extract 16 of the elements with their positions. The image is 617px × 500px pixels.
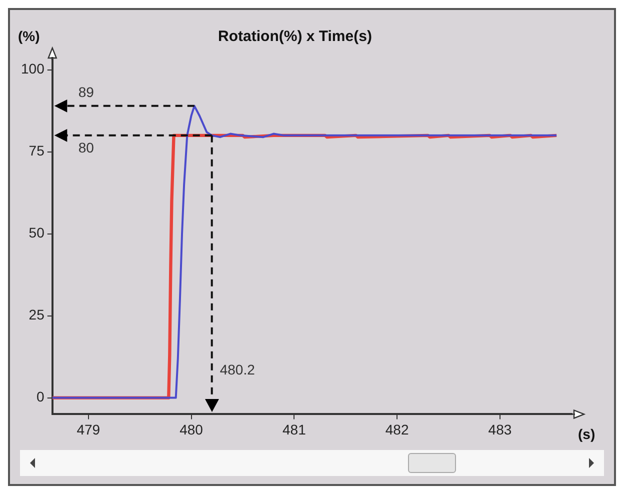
annotation: 89 — [78, 84, 94, 100]
y-tick-label: 100 — [21, 60, 45, 77]
y-tick-label: 75 — [28, 142, 45, 159]
x-tick-label: 482 — [385, 421, 409, 438]
chart-title: Rotation(%) x Time(s) — [218, 28, 372, 46]
annotation: 80 — [78, 139, 94, 156]
x-tick-label: 479 — [76, 421, 100, 438]
x-axis-title: (s) — [578, 426, 596, 442]
y-tick-label: 50 — [28, 224, 45, 241]
y-axis-title: (%) — [18, 28, 40, 44]
x-tick-label: 481 — [282, 421, 306, 438]
y-tick-label: 0 — [36, 388, 45, 405]
y-tick-label: 25 — [28, 306, 45, 323]
x-tick-label: 483 — [488, 421, 512, 438]
x-tick-label: 480 — [180, 421, 204, 438]
ref-line-label: 480.2 — [220, 362, 256, 378]
